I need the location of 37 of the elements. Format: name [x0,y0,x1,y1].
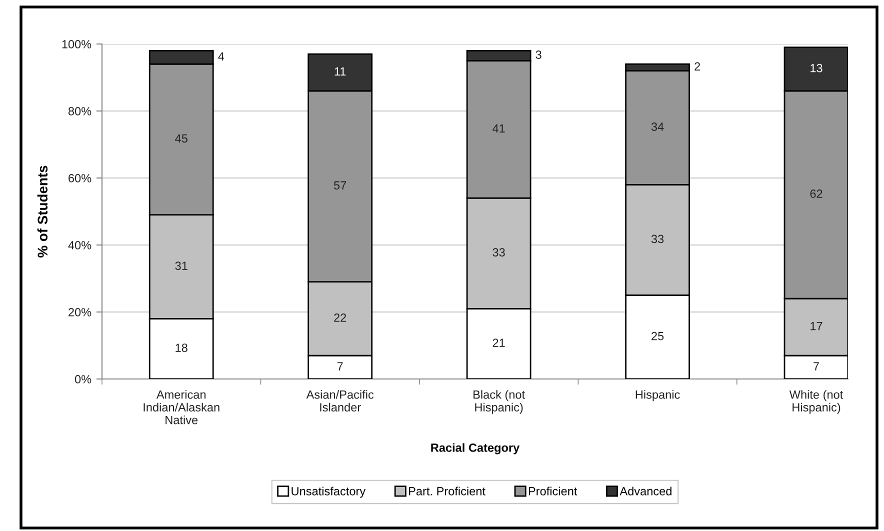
data-label: 62 [810,190,822,198]
x-tick-label: American Indian/Alaskan Native [144,390,220,424]
data-label: 33 [492,248,505,257]
data-label: 31 [175,262,188,270]
data-label: 18 [176,344,188,352]
data-label: 33 [651,234,664,244]
y-axis-title: % of Students [37,166,48,258]
data-label: 22 [334,314,346,322]
data-label: 3 [536,50,542,59]
data-label: 21 [492,338,505,347]
x-tick-label: Black (not Hispanic) [474,390,525,414]
x-tick-label: Hispanic [636,390,680,402]
data-label: 13 [810,64,822,72]
data-label: 57 [334,181,346,190]
y-tick-label: 100% [62,40,92,48]
y-tick-label: 0% [74,375,92,384]
x-tick-label: Asian/Pacific Islander [306,390,374,412]
legend-label: Part. Proficient [409,486,486,496]
y-tick-label: 20% [68,308,92,316]
data-label: 4 [218,52,224,60]
data-label: 2 [694,62,700,71]
x-tick-label: White (not Hispanic) [789,390,844,414]
legend-label: Advanced [620,486,672,496]
data-label: 7 [337,362,343,370]
legend-label: Unsatisfactory [292,486,366,498]
x-axis-title: Racial Category [431,443,520,454]
data-label: 17 [810,322,822,330]
legend-label: Proficient [528,486,578,496]
y-tick-label: 80% [68,107,92,116]
y-tick-label: 40% [68,241,92,250]
data-label: 11 [334,67,346,76]
y-tick-label: 60% [68,174,92,182]
data-label: 7 [814,362,819,370]
data-label: 45 [175,134,188,143]
data-label: 25 [652,332,664,340]
data-label: 34 [651,122,664,131]
data-label: 41 [492,124,505,132]
